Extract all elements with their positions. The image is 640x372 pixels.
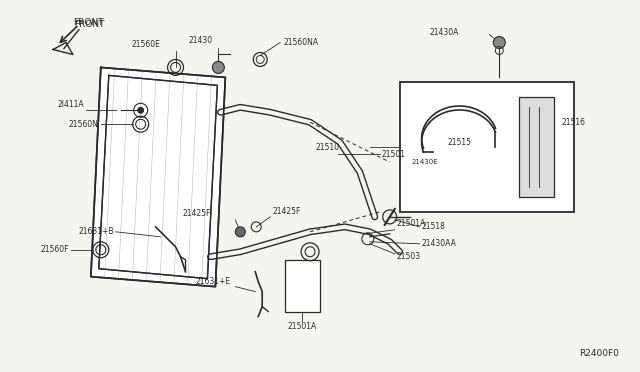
Text: 21515: 21515 xyxy=(447,138,472,147)
Text: 21501: 21501 xyxy=(382,150,406,158)
Text: 21631+B: 21631+B xyxy=(78,227,114,236)
Text: 21518: 21518 xyxy=(422,222,445,231)
Bar xyxy=(285,260,320,311)
Text: R2400F0: R2400F0 xyxy=(579,349,619,358)
Text: 21430A: 21430A xyxy=(429,28,459,37)
Text: 21430: 21430 xyxy=(188,36,212,45)
Circle shape xyxy=(138,107,143,113)
Circle shape xyxy=(212,61,225,73)
Text: 21501A: 21501A xyxy=(397,219,426,228)
Bar xyxy=(519,97,554,197)
Text: 21560N: 21560N xyxy=(69,120,99,129)
Text: 21516: 21516 xyxy=(561,118,585,127)
Text: 21503: 21503 xyxy=(397,252,421,261)
Circle shape xyxy=(493,36,506,48)
Text: 2l411A: 2l411A xyxy=(57,100,84,109)
Text: 21560E: 21560E xyxy=(131,40,160,49)
Text: 21425F: 21425F xyxy=(182,209,211,218)
Text: 21560NA: 21560NA xyxy=(283,38,318,47)
Text: 21560F: 21560F xyxy=(40,245,69,254)
Text: 21425F: 21425F xyxy=(272,208,301,217)
Text: FRONT: FRONT xyxy=(73,18,104,27)
Circle shape xyxy=(236,227,245,237)
Text: 21430AA: 21430AA xyxy=(422,239,456,248)
Text: 21501A: 21501A xyxy=(287,322,317,331)
Text: FRONT: FRONT xyxy=(74,20,104,29)
Bar xyxy=(400,82,574,212)
Text: 21510: 21510 xyxy=(315,142,339,152)
Text: 21631+E: 21631+E xyxy=(196,277,231,286)
Text: 21430E: 21430E xyxy=(412,159,438,165)
Polygon shape xyxy=(91,67,225,286)
